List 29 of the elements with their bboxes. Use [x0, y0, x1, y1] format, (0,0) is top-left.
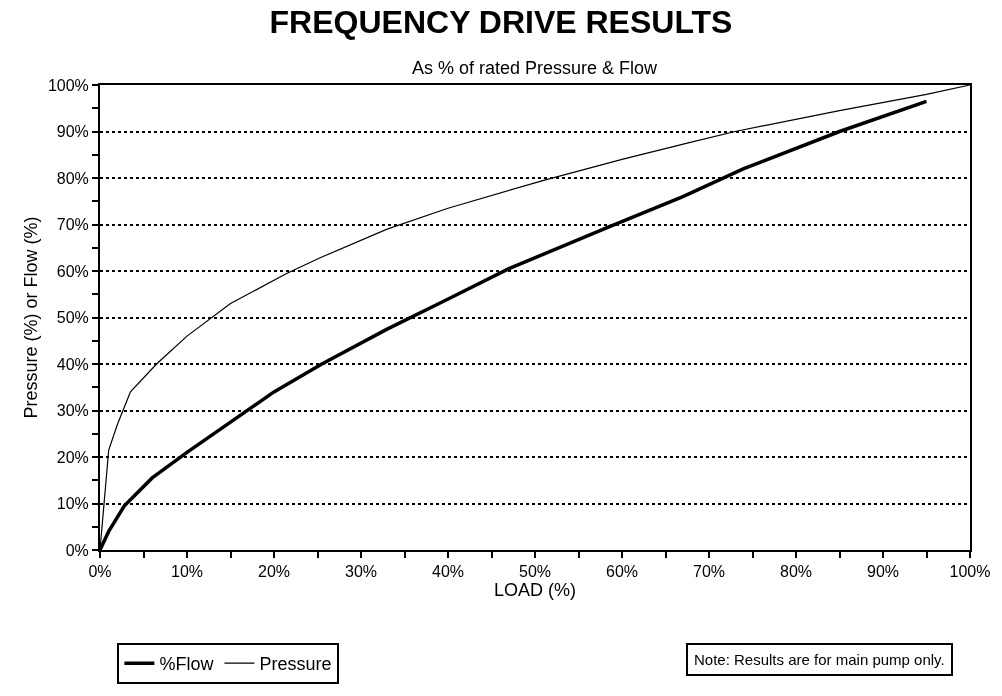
legend-label: %Flow — [159, 654, 215, 675]
chart-title: FREQUENCY DRIVE RESULTS — [269, 3, 733, 40]
x-tick-label: 40% — [431, 563, 465, 581]
x-tick-label: 20% — [257, 563, 291, 581]
x-tick-label: 70% — [692, 563, 726, 581]
x-tick-label: 10% — [170, 563, 204, 581]
x-tick-label: 100% — [949, 563, 991, 581]
x-axis-title: LOAD (%) — [493, 580, 577, 601]
y-tick-label: 40% — [56, 355, 89, 373]
x-tick-label: 50% — [518, 563, 552, 581]
x-tick-label: 30% — [344, 563, 378, 581]
y-tick-label: 70% — [56, 216, 89, 234]
y-tick-label: 30% — [56, 402, 89, 420]
x-tick-label: 80% — [779, 563, 813, 581]
x-tick-label: 60% — [605, 563, 639, 581]
x-tick-label: 90% — [866, 563, 900, 581]
text: Note: Results are for main pump only. — [694, 651, 945, 668]
y-tick-label: 80% — [56, 169, 89, 187]
y-tick-label: 10% — [56, 495, 89, 513]
y-axis-title: Pressure (%) or Flow (%) — [20, 216, 41, 419]
y-tick-label: 50% — [56, 309, 89, 327]
y-tick-label: 0% — [65, 541, 89, 559]
x-tick-label: 0% — [88, 563, 112, 581]
legend-label: Pressure — [259, 654, 332, 675]
y-tick-label: 90% — [56, 123, 89, 141]
y-tick-label: 20% — [56, 448, 89, 466]
y-tick-label: 60% — [56, 262, 89, 280]
y-tick-label: 100% — [47, 76, 89, 94]
chart-subtitle: As % of rated Pressure & Flow — [412, 58, 659, 78]
